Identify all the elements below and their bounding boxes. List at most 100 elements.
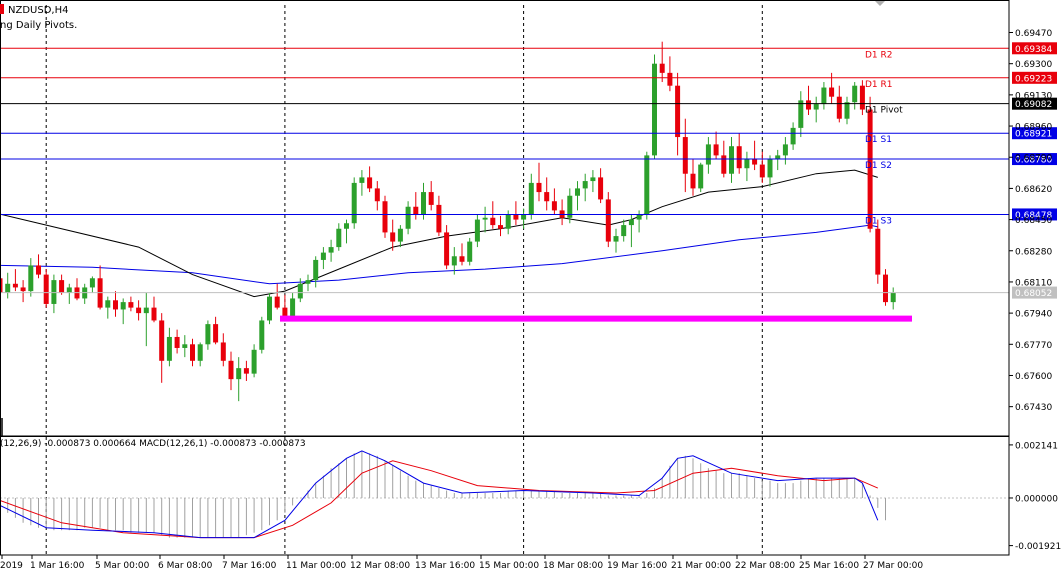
candle-body xyxy=(536,182,542,193)
pivot-level-label: D1 Pivot xyxy=(865,106,903,116)
macd-axis: 0.002141 0.000000 -0.001921 xyxy=(1009,441,1061,552)
candle-body xyxy=(259,320,265,350)
candle-body xyxy=(736,146,742,169)
ma-slow-line xyxy=(0,224,878,285)
candle-body xyxy=(0,278,3,293)
candle-body xyxy=(182,344,188,348)
candle-body xyxy=(336,228,342,248)
time-tick-label: 22 Mar 08:00 xyxy=(735,561,795,571)
candle-body xyxy=(36,265,41,275)
pivot-level-label: D1 S3 xyxy=(865,216,892,226)
candle-body xyxy=(66,287,72,293)
candle-body xyxy=(883,274,888,303)
candle-body xyxy=(813,104,819,110)
level-price-tag xyxy=(1012,42,1057,55)
indicator-label: ng Daily Pivots. xyxy=(0,20,77,31)
price-tick-label: 0.67940 xyxy=(1015,310,1052,320)
level-price-tag-text: 0.68780 xyxy=(1015,156,1052,166)
candle-body xyxy=(644,155,650,215)
candle-body xyxy=(228,360,234,380)
candle-body xyxy=(444,232,450,266)
candle-body xyxy=(190,344,195,361)
candle-body xyxy=(282,307,288,317)
candle-body xyxy=(582,181,588,189)
candle-body xyxy=(528,182,534,215)
price-tick-label: 0.68620 xyxy=(1015,185,1052,195)
candlestick-series xyxy=(0,41,896,402)
candle-body xyxy=(721,155,727,174)
candle-body xyxy=(143,307,149,314)
candle-body xyxy=(667,72,673,86)
candle-body xyxy=(705,144,711,165)
time-tick-label: 5 Mar 00:00 xyxy=(95,561,150,571)
candle-body xyxy=(821,87,827,105)
candle-body xyxy=(421,192,426,215)
candle-body xyxy=(297,283,303,299)
candle-body xyxy=(267,296,272,321)
candle-body xyxy=(613,236,619,242)
time-tick-label: 13 Mar 16:00 xyxy=(415,561,475,571)
time-tick-label: 27 Mar 00:00 xyxy=(863,561,923,571)
time-tick-label: 11 Mar 00:00 xyxy=(286,561,346,571)
candle-body xyxy=(759,164,765,178)
candle-body xyxy=(782,144,788,156)
candle-body xyxy=(652,63,657,156)
candle-body xyxy=(636,214,642,220)
candle-body xyxy=(236,368,242,380)
time-tick-label: 21 Mar 00:00 xyxy=(671,561,731,571)
level-price-tag-text: 0.68921 xyxy=(1015,130,1052,140)
candle-body xyxy=(482,217,488,220)
candle-body xyxy=(197,344,203,361)
candle-body xyxy=(51,280,57,304)
time-tick-label: 12 Mar 08:00 xyxy=(350,561,410,571)
candle-body xyxy=(166,336,172,361)
candle-body xyxy=(305,280,311,284)
level-price-tag xyxy=(1012,153,1057,166)
candle-body xyxy=(659,63,665,73)
candle-body xyxy=(359,177,365,183)
candle-body xyxy=(744,159,750,169)
level-price-tag xyxy=(1012,208,1057,221)
level-price-tag-text: 0.69082 xyxy=(1015,100,1052,110)
time-tick-label: 15 Mar 00:00 xyxy=(479,561,539,571)
candle-body xyxy=(852,85,858,103)
pivot-level-label: D1 R2 xyxy=(865,50,893,60)
candle-body xyxy=(729,146,734,174)
candle-body xyxy=(790,127,796,145)
pivot-level-label: D1 S2 xyxy=(865,161,892,171)
candle-body xyxy=(344,223,349,229)
level-price-tag xyxy=(1012,127,1057,140)
candle-body xyxy=(567,195,573,218)
candle-body xyxy=(459,256,465,262)
current-price-tag xyxy=(1012,286,1057,299)
candle-body xyxy=(605,199,611,242)
candle-body xyxy=(575,188,580,196)
level-price-tag xyxy=(1012,71,1057,84)
price-tick-label: 0.68450 xyxy=(1015,216,1052,226)
candle-body xyxy=(205,324,211,345)
macd-signal-line xyxy=(0,460,878,539)
candle-body xyxy=(105,300,111,308)
price-tick-label: 0.68960 xyxy=(1015,123,1052,133)
support-zone-bar xyxy=(280,315,912,322)
candle-body xyxy=(113,300,118,310)
candle-body xyxy=(382,201,388,233)
candle-body xyxy=(28,265,34,292)
candle-body xyxy=(405,206,411,229)
candle-body xyxy=(698,164,704,189)
candle-body xyxy=(243,368,249,374)
candle-body xyxy=(844,102,850,119)
time-tick-label: 6 Mar 08:00 xyxy=(158,561,213,571)
candle-body xyxy=(474,219,480,242)
scroll-arrow-icon[interactable] xyxy=(875,1,885,6)
panel-frames xyxy=(0,0,1010,556)
candle-body xyxy=(290,298,296,317)
candle-body xyxy=(798,100,804,128)
candle-body xyxy=(767,159,773,178)
price-tick-label: 0.67430 xyxy=(1015,403,1052,413)
level-price-tag-text: 0.69223 xyxy=(1015,74,1052,84)
candle-body xyxy=(505,214,511,229)
candle-body xyxy=(390,232,396,242)
price-tick-label: 0.69130 xyxy=(1015,91,1052,101)
macd-tick-label: 0.002141 xyxy=(1015,441,1058,451)
